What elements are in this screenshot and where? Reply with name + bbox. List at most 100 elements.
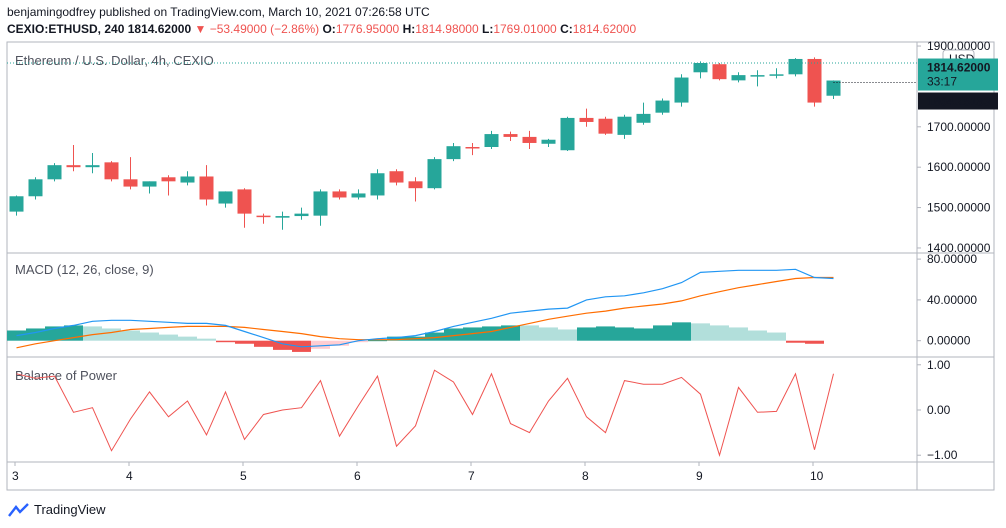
last-price: 1814.62000 [127,22,192,36]
macd-histogram-bar [805,340,824,344]
macd-histogram-bar [121,330,140,341]
macd-histogram-bar [482,326,501,341]
time-tick-label: 3 [12,469,19,483]
candle-body [636,113,651,123]
macd-histogram-bar [596,326,615,341]
price-pane[interactable]: Ethereum / U.S. Dollar, 4h, CEXIO 1400.00… [7,39,998,255]
publish-details: published on TradingView.com, March 10, … [99,5,430,19]
candle-body [750,75,765,77]
tradingview-footer[interactable]: TradingView [8,502,106,517]
price-tick-label: 1700.00000 [927,120,991,134]
macd-histogram-bar [26,328,45,341]
bop-tick-label: −1.00 [927,448,958,462]
price-pane-title: Ethereum / U.S. Dollar, 4h, CEXIO [15,53,214,68]
tradingview-logo-icon [8,502,29,517]
candle-body [769,74,784,76]
candle-body [370,173,385,196]
macd-tick-label: 40.00000 [927,293,977,307]
candle-body [598,118,613,134]
macd-histogram-bar [330,340,349,346]
last-price-label: 1814.62000 [927,61,991,75]
macd-histogram-bar [710,325,729,341]
time-tick-label: 7 [468,469,475,483]
macd-histogram-bar [501,325,520,341]
candle-body [389,171,404,183]
author-name[interactable]: benjamingodfrey [7,5,96,19]
candle-body [693,63,708,73]
low-value: 1769.01000 [493,22,557,36]
candle-body [560,117,575,151]
candle-body [807,58,822,103]
macd-histogram-bar [178,336,197,341]
candle-body [104,162,119,180]
macd-histogram-bar [748,330,767,341]
macd-tick-label: 0.00000 [927,334,971,348]
candle-body [85,165,100,168]
bop-tick-label: 0.00 [927,403,951,417]
candle-body [218,191,233,204]
bop-tick-label: 1.00 [927,358,951,372]
close-value: 1814.62000 [572,22,637,36]
macd-histogram-bar [102,328,121,341]
crosshair-price-label: 1804.25183 [927,95,991,109]
candle-body [256,215,271,218]
macd-histogram-bar [672,322,691,341]
candle-body [674,77,689,103]
time-tick-label: 9 [696,469,703,483]
candle-body [161,177,176,182]
candle-body [313,191,328,216]
candle-body [294,213,309,217]
candle-body [446,146,461,160]
macd-histogram-bar [520,325,539,341]
candle-body [712,64,727,80]
candle-body [408,181,423,189]
open-label: O: [322,22,336,36]
bop-pane[interactable]: Balance of Power 1.00 0.00 −1.00 [15,358,958,462]
candle-body [826,80,841,96]
macd-histogram-bar [83,326,102,341]
macd-histogram-bar [311,340,330,349]
macd-histogram-bar [691,323,710,341]
macd-histogram-bar [577,327,596,341]
macd-histogram-bar [729,327,748,341]
tradingview-brand: TradingView [34,502,106,517]
high-label: H: [402,22,416,36]
candle-body [427,159,442,189]
candle-body [731,75,746,81]
candle-body [522,136,537,143]
macd-histogram-bar [558,329,577,341]
macd-line [16,268,834,348]
macd-histogram-bar [387,336,406,341]
high-value: 1814.98000 [415,22,479,36]
candle-body [351,193,366,198]
signal-line [16,276,834,349]
macd-histogram-bar [444,328,463,341]
price-tick-label: 1400.00000 [927,241,991,255]
macd-histogram-bar [349,340,368,343]
macd-tick-label: 80.00000 [927,252,977,266]
crosshair-badge [918,92,998,110]
candle-body [332,191,347,198]
change-down-icon: ▼ [194,22,207,36]
close-label: C: [560,22,573,36]
countdown-label: 33:17 [927,75,957,89]
time-tick-label: 6 [354,469,361,483]
macd-histogram-bar [140,332,159,341]
macd-pane[interactable]: MACD (12, 26, close, 9) 0.00000 40.00000 80… [7,252,977,352]
macd-histogram-bar [653,325,672,341]
candle-body [465,147,480,149]
macd-histogram-bar [197,338,216,341]
time-tick-label: 8 [582,469,589,483]
macd-histogram-bar [273,340,292,350]
macd-histogram-bar [539,327,558,341]
macd-histogram-bar [615,327,634,341]
macd-histogram-bar [235,340,254,344]
candle-body [47,165,62,180]
low-label: L: [481,22,494,36]
macd-histogram-bar [254,340,273,347]
time-axis[interactable]: 3 4 5 6 7 8 9 10 [12,462,824,483]
macd-histogram-bar [368,339,387,342]
price-tick-label: 1500.00000 [927,201,991,215]
candle-body [503,134,518,137]
